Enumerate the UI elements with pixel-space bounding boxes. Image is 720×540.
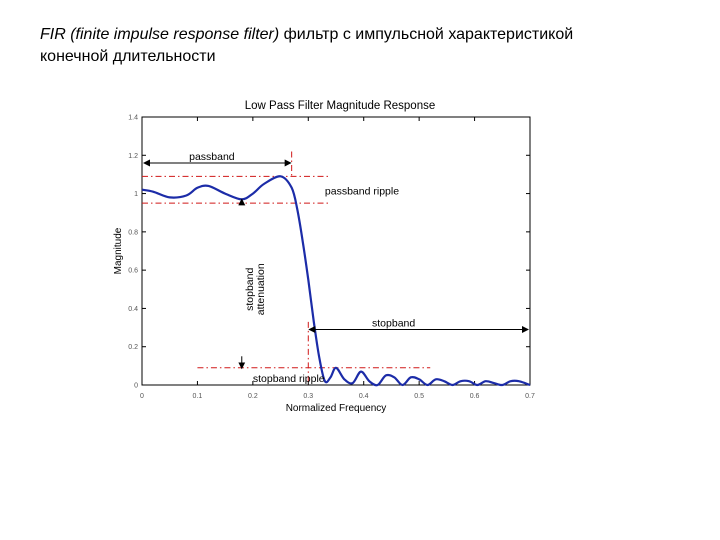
stopband-ripple-label: stopband ripple (253, 373, 325, 385)
title-acronym: FIR (finite impulse response filter) (40, 26, 280, 43)
y-tick-label: 1.4 (128, 115, 138, 122)
stopband-attenuation-label-1: stopband (244, 268, 256, 311)
y-tick-label: 1.2 (128, 153, 138, 160)
x-tick-label: 0.5 (414, 393, 424, 400)
tick-labels: 0 0.1 0.2 0.3 0.4 0.5 0.6 0.7 0 0.2 0.4 0.6 0.8 1 1.2 1… (128, 115, 535, 401)
x-tick-label: 0.7 (525, 393, 535, 400)
stopband-label: stopband (372, 317, 415, 329)
y-tick-label: 1 (134, 191, 138, 198)
slide-title: FIR (finite impulse response filter) фил… (40, 24, 700, 68)
annotations: passband passband ripple stopband stopband … (143, 151, 529, 385)
y-tick-label: 0.6 (128, 268, 138, 275)
x-tick-label: 0.4 (359, 393, 369, 400)
guide-lines (142, 151, 431, 385)
x-tick-label: 0.6 (470, 393, 480, 400)
tick-marks (141, 116, 531, 386)
plot-area (141, 116, 531, 386)
stopband-attenuation-label-2: attenuation (255, 263, 267, 315)
passband-label: passband (189, 151, 235, 163)
x-tick-label: 0 (140, 393, 144, 400)
title-line2: конечной длительности (40, 48, 216, 65)
x-tick-label: 0.3 (303, 393, 313, 400)
y-tick-label: 0.2 (128, 344, 138, 351)
passband-ripple-label: passband ripple (325, 186, 399, 198)
x-tick-label: 0.2 (248, 393, 258, 400)
y-tick-label: 0 (134, 383, 138, 390)
title-rest: фильтр с импульсной характеристикой (279, 26, 574, 43)
y-tick-label: 0.8 (128, 229, 138, 236)
y-tick-label: 0.4 (128, 306, 138, 313)
chart-title: Low Pass Filter Magnitude Response (245, 100, 436, 112)
magnitude-curve (141, 175, 531, 387)
y-axis-label: Magnitude (113, 227, 124, 274)
x-tick-label: 0.1 (193, 393, 203, 400)
x-axis-label: Normalized Frequency (286, 403, 387, 414)
